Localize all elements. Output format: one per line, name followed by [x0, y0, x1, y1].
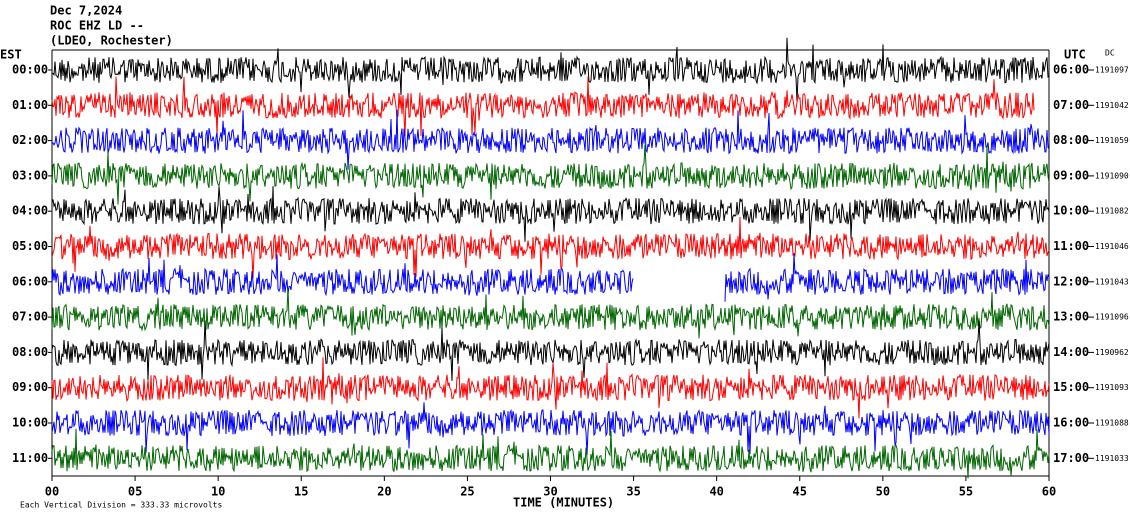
dc-value: 1191033	[1095, 454, 1129, 463]
est-label: 01:00	[12, 98, 48, 112]
x-tick-label: 10	[211, 485, 225, 499]
est-label: 10:00	[12, 416, 48, 430]
utc-label: 12:00	[1053, 274, 1089, 288]
dc-value: 1191043	[1095, 277, 1129, 286]
utc-label: 11:00	[1053, 239, 1089, 253]
trace	[51, 287, 1050, 339]
x-tick-label: 60	[1042, 485, 1056, 499]
title: Dec 7,2024	[50, 4, 122, 18]
dc-value: 1191088	[1095, 419, 1129, 428]
trace	[51, 320, 1050, 381]
est-label: 09:00	[12, 380, 48, 394]
utc-label: 16:00	[1053, 416, 1089, 430]
utc-label: 13:00	[1053, 310, 1089, 324]
dc-value: 1191046	[1095, 242, 1129, 251]
trace	[51, 186, 1050, 242]
dc-label: DC	[1105, 49, 1115, 58]
est-label: 08:00	[12, 345, 48, 359]
scale-note: Each Vertical Division = 333.33 microvol…	[20, 501, 222, 510]
x-tick-label: 35	[626, 485, 640, 499]
left-zone: EST	[0, 48, 22, 62]
utc-label: 09:00	[1053, 168, 1089, 182]
trace	[51, 216, 1050, 279]
x-tick-label: 30	[543, 485, 557, 499]
utc-label: 06:00	[1053, 63, 1089, 77]
est-label: 02:00	[12, 133, 48, 147]
x-tick-label: 45	[793, 485, 807, 499]
est-label: 04:00	[12, 204, 48, 218]
dc-value: 1190962	[1095, 348, 1129, 357]
x-axis-label: TIME (MINUTES)	[513, 496, 614, 510]
trace	[51, 357, 1050, 419]
x-tick-label: 25	[460, 485, 474, 499]
utc-label: 07:00	[1053, 98, 1089, 112]
trace	[51, 428, 1050, 479]
dc-value: 1191096	[1095, 313, 1129, 322]
est-label: 00:00	[12, 63, 48, 77]
subtitle: ROC EHZ LD --	[50, 19, 144, 33]
utc-label: 15:00	[1053, 380, 1089, 394]
dc-value: 1191059	[1095, 136, 1129, 145]
trace	[51, 109, 1050, 170]
x-tick-label: 20	[377, 485, 391, 499]
right-zone: UTC	[1064, 48, 1086, 62]
utc-label: 17:00	[1053, 451, 1089, 465]
est-label: 05:00	[12, 239, 48, 253]
x-tick-label: 05	[128, 485, 142, 499]
est-label: 07:00	[12, 310, 48, 324]
utc-label: 08:00	[1053, 133, 1089, 147]
x-tick-label: 40	[709, 485, 723, 499]
trace	[51, 76, 1035, 137]
dc-value: 1191042	[1095, 101, 1129, 110]
utc-label: 10:00	[1053, 204, 1089, 218]
dc-value: 1191082	[1095, 207, 1129, 216]
station: (LDEO, Rochester)	[50, 34, 173, 48]
trace	[51, 252, 1050, 302]
x-tick-label: 00	[45, 485, 59, 499]
trace	[51, 402, 1050, 456]
dc-value: 1191090	[1095, 171, 1129, 180]
x-tick-label: 15	[294, 485, 308, 499]
est-label: 11:00	[12, 451, 48, 465]
trace	[51, 144, 1050, 205]
dc-value: 1191097	[1095, 66, 1129, 75]
x-tick-label: 50	[876, 485, 890, 499]
x-tick-label: 55	[959, 485, 973, 499]
utc-label: 14:00	[1053, 345, 1089, 359]
est-label: 03:00	[12, 168, 48, 182]
dc-value: 1191093	[1095, 383, 1129, 392]
est-label: 06:00	[12, 274, 48, 288]
trace	[51, 37, 1050, 102]
